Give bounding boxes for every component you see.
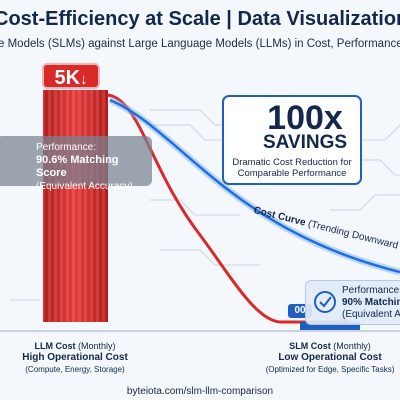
headline: Low Operational Cost — [278, 352, 382, 363]
footer: byteiota.com/slm-llm-comparison — [126, 386, 274, 397]
check-icon — [314, 291, 336, 313]
slm-label: SLM Cost (Monthly) Low Operational Cost … — [255, 340, 400, 376]
perf-score: 90% Matchin — [342, 297, 400, 308]
savings-word: SAVINGS — [262, 132, 348, 153]
perf-note: (Equivalent Accuracy) — [36, 181, 133, 192]
slm-bar — [300, 322, 360, 330]
headline: High Operational Cost — [22, 352, 128, 363]
cost-label: LLM Cost — [34, 341, 76, 351]
title: Cost-Efficiency at Scale | Data Visualiz… — [0, 8, 400, 30]
subtitle: e Models (SLMs) against Large Language M… — [0, 38, 400, 50]
badge-text: 5K — [54, 67, 81, 89]
blue-curve — [109, 98, 400, 274]
period: (Monthly) — [78, 341, 116, 351]
cost-label: SLM Cost — [289, 341, 331, 351]
detail: (Optimized for Edge, Specific Tasks) — [265, 365, 395, 374]
perf-score: 90.6% Matching Score — [36, 154, 119, 179]
period: (Monthly) — [333, 341, 371, 351]
perf-heading: Performance — [342, 285, 400, 296]
detail: (Compute, Energy, Storage) — [25, 365, 125, 374]
down-icon: ↓ — [80, 71, 88, 88]
llm-badge: 5K↓ — [42, 63, 100, 89]
llm-performance: Performance: 90.6% Matching Score (Equiv… — [0, 136, 152, 192]
perf-heading: Performance: — [36, 142, 97, 153]
llm-label: LLM Cost (Monthly) High Operational Cost… — [5, 340, 145, 376]
perf-note: (Equivalent Accur — [342, 309, 400, 320]
savings-description: Dramatic Cost Reduction for Comparable P… — [232, 157, 352, 179]
llm-bar-stripes — [43, 90, 108, 322]
savings-amount: 100x — [267, 99, 343, 137]
slm-performance: Performance 90% Matchin (Equivalent Accu… — [305, 280, 400, 325]
savings-box: 100x SAVINGS Dramatic Cost Reduction for… — [222, 95, 362, 185]
